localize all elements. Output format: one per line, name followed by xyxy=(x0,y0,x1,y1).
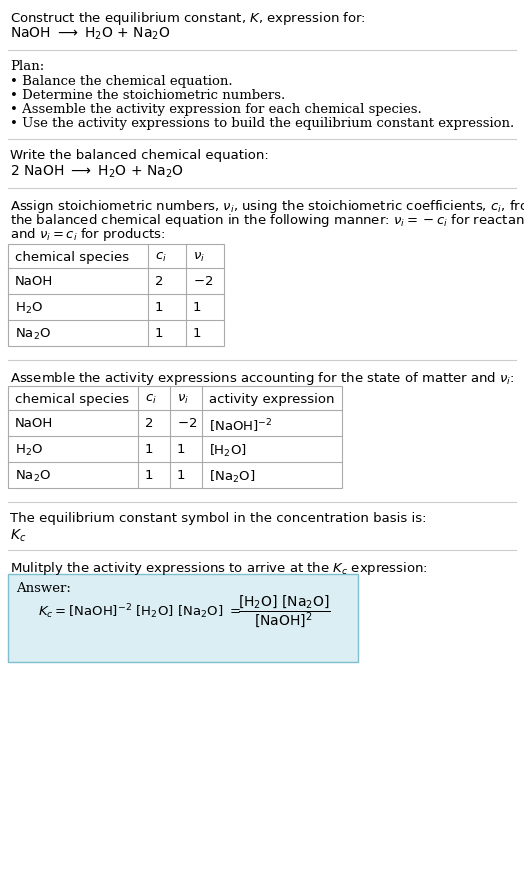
Text: • Determine the stoichiometric numbers.: • Determine the stoichiometric numbers. xyxy=(10,89,285,102)
Text: activity expression: activity expression xyxy=(209,393,334,406)
Text: 1: 1 xyxy=(145,443,154,456)
Text: Mulitply the activity expressions to arrive at the $K_c$ expression:: Mulitply the activity expressions to arr… xyxy=(10,560,428,577)
Text: • Assemble the activity expression for each chemical species.: • Assemble the activity expression for e… xyxy=(10,103,422,116)
Text: NaOH $\longrightarrow$ H$_2$O + Na$_2$O: NaOH $\longrightarrow$ H$_2$O + Na$_2$O xyxy=(10,26,171,43)
Text: chemical species: chemical species xyxy=(15,393,129,406)
Text: H$_2$O: H$_2$O xyxy=(15,443,43,458)
Text: H$_2$O: H$_2$O xyxy=(15,301,43,316)
Text: $K_c$: $K_c$ xyxy=(10,528,26,544)
Text: $\nu_i$: $\nu_i$ xyxy=(177,393,189,406)
Text: $-2$: $-2$ xyxy=(193,275,213,288)
Text: Na$_2$O: Na$_2$O xyxy=(15,327,51,342)
Text: chemical species: chemical species xyxy=(15,251,129,264)
Text: • Balance the chemical equation.: • Balance the chemical equation. xyxy=(10,75,233,88)
Text: [H$_2$O]: [H$_2$O] xyxy=(209,443,247,459)
Text: The equilibrium constant symbol in the concentration basis is:: The equilibrium constant symbol in the c… xyxy=(10,512,427,525)
Bar xyxy=(8,386,342,488)
Text: 1: 1 xyxy=(155,327,163,340)
Text: $-2$: $-2$ xyxy=(177,417,197,430)
Text: NaOH: NaOH xyxy=(15,275,53,288)
Text: and $\nu_i = c_i$ for products:: and $\nu_i = c_i$ for products: xyxy=(10,226,166,243)
Text: NaOH: NaOH xyxy=(15,417,53,430)
Text: 1: 1 xyxy=(155,301,163,314)
Text: [NaOH]$^{-2}$: [NaOH]$^{-2}$ xyxy=(209,417,272,435)
Text: Assemble the activity expressions accounting for the state of matter and $\nu_i$: Assemble the activity expressions accoun… xyxy=(10,370,515,387)
Text: [Na$_2$O]: [Na$_2$O] xyxy=(209,469,255,485)
Text: the balanced chemical equation in the following manner: $\nu_i = -c_i$ for react: the balanced chemical equation in the fo… xyxy=(10,212,524,229)
Text: 2: 2 xyxy=(155,275,163,288)
Text: Write the balanced chemical equation:: Write the balanced chemical equation: xyxy=(10,149,269,162)
Text: Answer:: Answer: xyxy=(16,582,71,595)
FancyBboxPatch shape xyxy=(8,574,358,662)
Text: Na$_2$O: Na$_2$O xyxy=(15,469,51,485)
Text: $\nu_i$: $\nu_i$ xyxy=(193,251,205,264)
Text: $K_c = \mathrm{[NaOH]^{-2}\ [H_2O]\ [Na_2O]}\ =$: $K_c = \mathrm{[NaOH]^{-2}\ [H_2O]\ [Na_… xyxy=(38,603,241,621)
Text: $\dfrac{\mathrm{[H_2O]\ [Na_2O]}}{\mathrm{[NaOH]^2}}$: $\dfrac{\mathrm{[H_2O]\ [Na_2O]}}{\mathr… xyxy=(238,594,331,630)
Text: 1: 1 xyxy=(177,469,185,482)
Text: Plan:: Plan: xyxy=(10,60,44,73)
Text: 2 NaOH $\longrightarrow$ H$_2$O + Na$_2$O: 2 NaOH $\longrightarrow$ H$_2$O + Na$_2$… xyxy=(10,164,184,180)
Text: 1: 1 xyxy=(193,301,202,314)
Text: 2: 2 xyxy=(145,417,154,430)
Text: • Use the activity expressions to build the equilibrium constant expression.: • Use the activity expressions to build … xyxy=(10,117,514,130)
Text: 1: 1 xyxy=(145,469,154,482)
Text: Assign stoichiometric numbers, $\nu_i$, using the stoichiometric coefficients, $: Assign stoichiometric numbers, $\nu_i$, … xyxy=(10,198,524,215)
Text: Construct the equilibrium constant, $K$, expression for:: Construct the equilibrium constant, $K$,… xyxy=(10,10,366,27)
Text: 1: 1 xyxy=(193,327,202,340)
Bar xyxy=(8,244,224,346)
Text: $c_i$: $c_i$ xyxy=(145,393,157,406)
Text: 1: 1 xyxy=(177,443,185,456)
Text: $c_i$: $c_i$ xyxy=(155,251,167,264)
